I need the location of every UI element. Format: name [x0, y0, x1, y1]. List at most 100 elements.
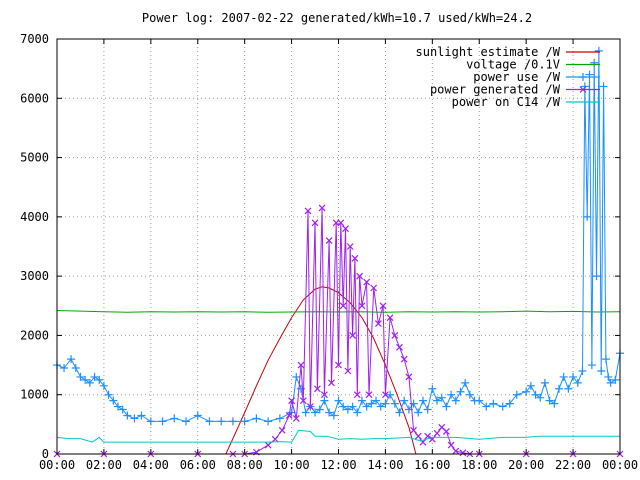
- data-point-marker: [559, 372, 568, 381]
- data-point-marker: [85, 378, 94, 387]
- data-point-marker: [590, 58, 599, 67]
- data-point-marker: [475, 396, 484, 405]
- data-point-marker: [99, 381, 108, 390]
- data-point-marker: [193, 411, 202, 420]
- data-point-marker: [370, 284, 378, 292]
- x-tick-label: 02:00: [86, 458, 122, 472]
- data-point-marker: [315, 405, 324, 414]
- data-point-marker: [374, 320, 382, 327]
- plot-frame: [56, 38, 621, 455]
- data-point-marker: [130, 414, 139, 423]
- data-point-marker: [540, 378, 549, 387]
- data-point-marker: [365, 391, 373, 399]
- data-point-marker: [118, 405, 127, 414]
- data-point-marker: [217, 417, 226, 426]
- data-point-marker: [285, 412, 293, 419]
- x-tick-label: 12:00: [320, 458, 356, 472]
- data-point-marker: [357, 396, 366, 405]
- data-point-marker: [90, 372, 99, 381]
- data-point-marker: [505, 399, 514, 408]
- data-point-marker: [386, 314, 394, 322]
- data-point-marker: [601, 355, 610, 364]
- y-tick-label: 2000: [20, 328, 49, 342]
- y-tick-label: 1000: [20, 388, 49, 402]
- data-point-marker: [414, 408, 423, 417]
- data-point-marker: [606, 378, 615, 387]
- data-point-marker: [512, 390, 521, 399]
- data-point-marker: [531, 390, 540, 399]
- data-point-marker: [311, 408, 320, 417]
- data-point-marker: [353, 391, 361, 399]
- data-point-marker: [573, 378, 582, 387]
- data-point-marker: [400, 355, 408, 363]
- data-point-marker: [67, 355, 76, 364]
- series-1: [56, 310, 621, 313]
- legend-marker: [579, 73, 587, 81]
- data-point-marker: [587, 361, 596, 370]
- legend-label: power on C14 /W: [452, 95, 561, 109]
- data-point-marker: [271, 435, 279, 443]
- data-point-marker: [292, 372, 301, 381]
- data-point-marker: [311, 219, 319, 227]
- data-point-marker: [81, 375, 90, 384]
- series-line: [56, 429, 620, 443]
- data-point-marker: [550, 399, 559, 408]
- data-point-marker: [376, 402, 385, 411]
- y-tick-label: 3000: [20, 269, 49, 283]
- data-point-marker: [240, 417, 249, 426]
- data-point-marker: [328, 379, 335, 387]
- x-tick-label: 20:00: [508, 458, 544, 472]
- data-point-marker: [95, 375, 104, 384]
- data-point-marker: [437, 393, 446, 402]
- data-point-marker: [288, 397, 296, 405]
- data-point-marker: [451, 396, 460, 405]
- data-point-marker: [356, 272, 364, 280]
- y-tick-label: 7000: [20, 32, 49, 46]
- data-point-marker: [594, 46, 603, 55]
- data-point-marker: [343, 405, 352, 414]
- series-0: [225, 286, 417, 455]
- data-point-marker: [146, 417, 155, 426]
- data-point-marker: [299, 397, 307, 405]
- data-point-marker: [320, 396, 329, 405]
- data-point-marker: [339, 402, 348, 411]
- data-point-marker: [442, 428, 450, 435]
- data-point-marker: [348, 402, 357, 411]
- data-point-marker: [489, 399, 498, 408]
- x-tick-label: 06:00: [180, 458, 216, 472]
- data-point-marker: [396, 343, 403, 351]
- data-point-marker: [578, 367, 587, 375]
- data-point-marker: [459, 449, 467, 457]
- x-tick-label: 00:00: [602, 458, 638, 472]
- x-tick-label: 10:00: [274, 458, 310, 472]
- data-point-marker: [318, 204, 326, 212]
- series-4: [56, 429, 620, 443]
- y-tick-label: 0: [42, 447, 49, 461]
- data-point-marker: [447, 441, 455, 449]
- data-point-marker: [433, 429, 441, 437]
- data-point-marker: [372, 396, 381, 405]
- data-point-marker: [599, 82, 608, 91]
- data-point-marker: [555, 384, 564, 393]
- data-point-marker: [123, 411, 132, 420]
- data-point-marker: [60, 364, 69, 373]
- data-point-marker: [205, 417, 214, 426]
- data-point-marker: [536, 393, 545, 402]
- data-point-marker: [321, 391, 328, 399]
- data-point-marker: [339, 302, 347, 310]
- series-3: [53, 204, 624, 458]
- y-tick-label: 5000: [20, 151, 49, 165]
- series-line: [225, 286, 417, 455]
- data-point-marker: [526, 381, 535, 390]
- data-point-marker: [390, 399, 399, 408]
- data-point-marker: [353, 408, 362, 417]
- data-point-marker: [386, 390, 395, 399]
- y-tick-label: 6000: [20, 91, 49, 105]
- data-point-marker: [264, 441, 272, 449]
- data-point-marker: [334, 396, 343, 405]
- data-point-marker: [597, 367, 606, 375]
- data-point-marker: [313, 385, 321, 393]
- data-point-marker: [275, 414, 284, 423]
- data-point-marker: [379, 302, 387, 310]
- data-point-marker: [363, 278, 371, 286]
